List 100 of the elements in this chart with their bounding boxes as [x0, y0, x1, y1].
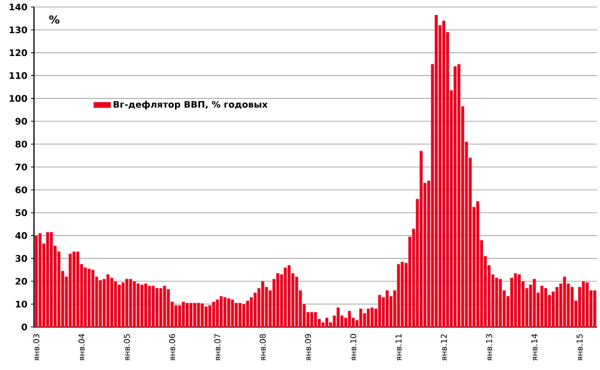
bar	[544, 288, 548, 328]
bar	[366, 308, 370, 328]
bar	[514, 273, 518, 328]
bar	[125, 278, 128, 328]
y-tick-label: 120	[10, 49, 28, 56]
y-tick-label: 40	[15, 232, 28, 239]
bar	[295, 276, 298, 328]
bar	[155, 288, 159, 328]
bar	[227, 298, 230, 328]
bar	[454, 66, 457, 328]
bar	[230, 299, 234, 328]
bar	[540, 286, 544, 328]
bar	[457, 64, 460, 328]
bar	[336, 307, 340, 328]
x-tick-label: янв.06	[169, 334, 176, 361]
y-tick-label: 110	[10, 72, 28, 79]
bar	[212, 302, 216, 328]
x-tick-label: янв.12	[440, 334, 447, 361]
bar	[76, 251, 80, 328]
bar	[144, 283, 148, 328]
bar	[182, 302, 186, 328]
bar	[162, 286, 166, 328]
bar	[518, 274, 521, 328]
bar	[91, 270, 94, 328]
bar	[359, 308, 362, 328]
bar	[136, 283, 140, 328]
bar	[314, 312, 318, 328]
bar	[118, 284, 121, 328]
bar	[114, 281, 118, 328]
bar	[586, 282, 589, 328]
bar	[200, 303, 204, 328]
bar	[208, 305, 212, 328]
bar	[498, 278, 502, 328]
bar	[132, 281, 136, 328]
x-tick-label: янв.11	[396, 334, 402, 361]
x-tick-label: янв.04	[78, 334, 85, 361]
bar	[495, 278, 498, 328]
bar	[348, 310, 352, 328]
y-tick-label: 140	[10, 4, 28, 10]
x-tick-label: янв.14	[531, 334, 538, 361]
bar	[166, 289, 170, 328]
bar	[562, 276, 566, 328]
bar	[570, 286, 574, 328]
bar	[50, 232, 53, 328]
bar	[178, 305, 182, 328]
x-tick-label: янв.09	[304, 334, 311, 361]
bar	[238, 302, 242, 328]
bar	[174, 305, 178, 328]
bar	[121, 282, 125, 328]
x-tick-label: янв.03	[33, 334, 40, 361]
bar	[220, 296, 223, 328]
bar	[34, 235, 38, 328]
bar	[152, 286, 155, 328]
y-tick-label: 90	[15, 118, 28, 125]
y-axis-title: %	[49, 15, 60, 24]
bar	[310, 312, 314, 328]
bar	[434, 14, 438, 328]
bar	[87, 268, 91, 328]
bar	[223, 297, 227, 328]
bar	[370, 307, 374, 328]
bar	[140, 284, 144, 328]
bar	[106, 274, 110, 328]
bar	[193, 302, 196, 328]
bar	[129, 278, 132, 328]
y-tick-label: 0	[22, 324, 28, 330]
y-tick-label: 80	[15, 140, 28, 148]
y-tick-label: 130	[10, 26, 28, 34]
bar	[476, 201, 480, 328]
bar	[46, 232, 50, 328]
bar	[216, 299, 219, 328]
x-tick-label: янв.13	[486, 334, 492, 361]
bar	[84, 267, 87, 328]
bar	[582, 281, 586, 328]
bar	[442, 20, 446, 328]
y-tick-label: 20	[16, 278, 28, 285]
bar	[186, 302, 189, 328]
bar	[400, 262, 404, 328]
legend-label: Вг-дефлятор ВВП, % годовых	[114, 100, 268, 110]
x-tick-label: янв.05	[124, 334, 130, 361]
y-tick-label: 10	[16, 300, 28, 308]
bar	[386, 290, 389, 328]
bar	[38, 233, 42, 328]
bar	[532, 278, 536, 328]
bar	[68, 254, 72, 328]
x-tick-label: янв.08	[260, 334, 266, 361]
y-tick-label: 50	[16, 209, 28, 216]
y-tick-label: 60	[16, 186, 28, 194]
bar	[276, 273, 280, 328]
bar	[196, 302, 200, 328]
bar	[593, 290, 596, 328]
x-tick-label: янв.07	[214, 334, 220, 361]
x-tick-label: янв.15	[576, 334, 583, 361]
bar	[396, 264, 400, 328]
bar	[555, 286, 559, 328]
bar	[234, 302, 238, 328]
y-tick-label: 70	[16, 164, 28, 170]
x-tick-label: янв.10	[350, 334, 356, 361]
bar	[378, 294, 382, 328]
bar	[98, 280, 102, 328]
bar	[246, 300, 250, 328]
